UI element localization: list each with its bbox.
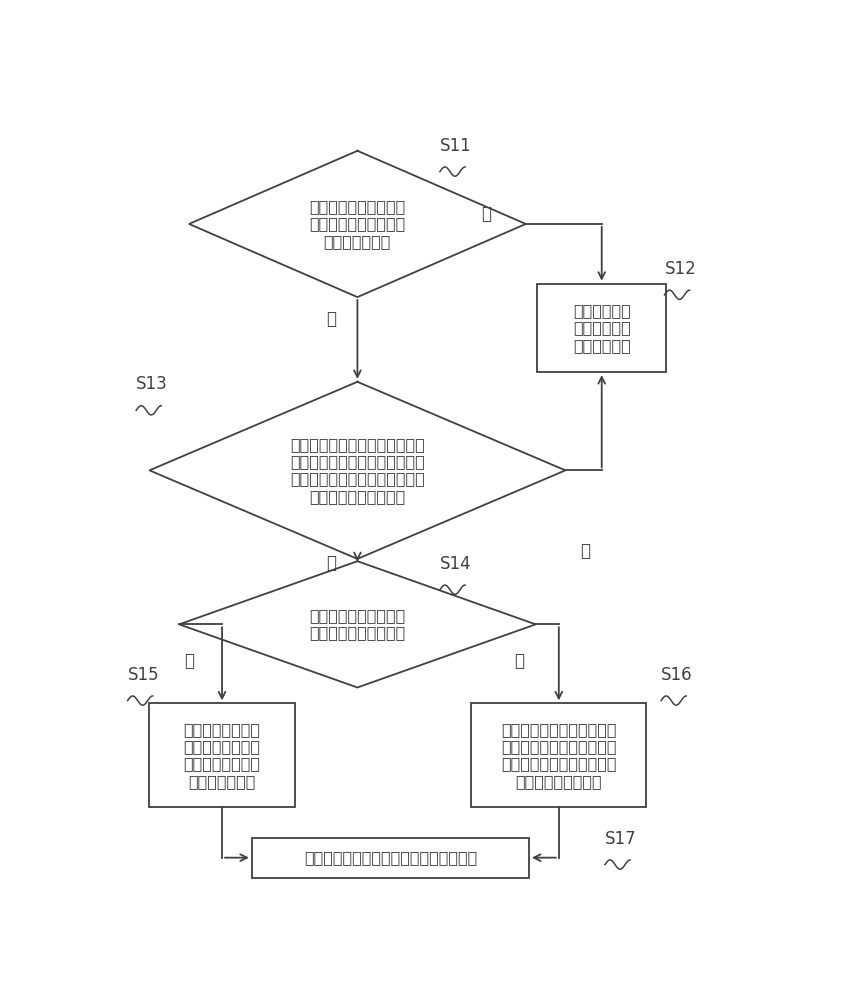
Text: S11: S11 (440, 137, 472, 155)
Bar (252, 838, 529, 878)
Text: 所述电视将所述搜
索到的电视节目直
接作为所述优先级
最高的电视节目: 所述电视将所述搜 索到的电视节目直 接作为所述优先级 最高的电视节目 (183, 722, 261, 789)
Bar (149, 703, 295, 807)
Text: S13: S13 (136, 375, 168, 393)
Text: 否: 否 (481, 205, 491, 223)
Text: S12: S12 (665, 260, 696, 278)
Text: 否: 否 (184, 652, 194, 670)
Text: 是: 是 (515, 652, 524, 670)
Text: S17: S17 (605, 830, 636, 848)
Text: 所述电视根据所述已收藏电视节
目的标签信息搜索本地所有电视
频道中是否存在与所述已收藏电
视节目相关的电视节目: 所述电视根据所述已收藏电视节 目的标签信息搜索本地所有电视 频道中是否存在与所述… (290, 437, 425, 504)
Text: S16: S16 (661, 666, 693, 684)
Text: S15: S15 (128, 666, 159, 684)
Bar (538, 284, 666, 372)
Text: 所述电视判断搜索到的
电视节目是否包括多个: 所述电视判断搜索到的 电视节目是否包括多个 (309, 608, 406, 641)
Text: 电视开机时，判断本地
是否存储有已收藏电视
节目的标签信息: 电视开机时，判断本地 是否存储有已收藏电视 节目的标签信息 (309, 199, 406, 249)
Text: 所述电视播放所述优先级最高的电视节目: 所述电视播放所述优先级最高的电视节目 (304, 850, 477, 865)
Text: S14: S14 (440, 555, 471, 573)
Text: 是: 是 (326, 554, 336, 572)
Text: 所述电视将所述搜索到的电
视节目当中每个电视节目的
优先级进行比较，以获得优
先级最高的电视节目: 所述电视将所述搜索到的电 视节目当中每个电视节目的 优先级进行比较，以获得优 先… (501, 722, 617, 789)
Bar (471, 703, 647, 807)
Text: 是: 是 (326, 310, 336, 328)
Text: 否: 否 (580, 542, 590, 560)
Text: 所述电视切换
到默认的电视
频道进行播放: 所述电视切换 到默认的电视 频道进行播放 (573, 303, 630, 353)
